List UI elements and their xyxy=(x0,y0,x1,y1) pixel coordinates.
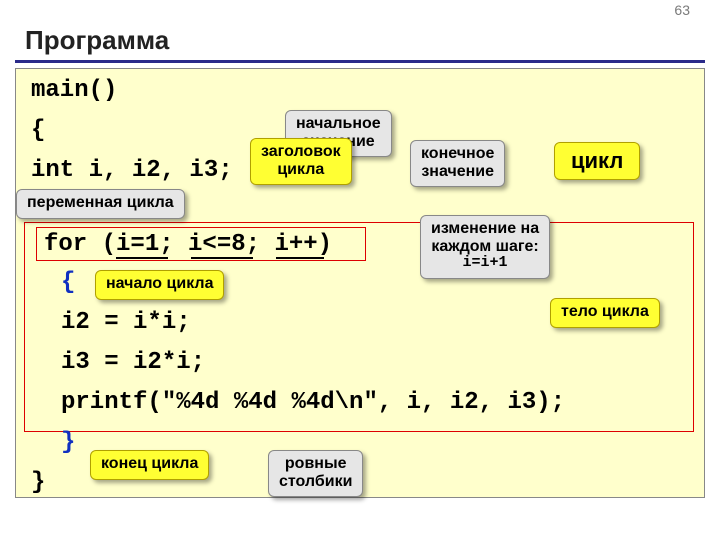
underline-init xyxy=(116,257,168,259)
code-brace-open-outer: { xyxy=(31,117,45,144)
callout-step: изменение на каждом шаге: i=i+1 xyxy=(420,215,550,279)
callout-final-value: конечное значение xyxy=(410,140,505,187)
code-body-3: printf("%4d %4d %4d\n", i, i2, i3); xyxy=(61,389,565,416)
code-decl: int i, i2, i3; xyxy=(31,157,233,184)
page-number: 63 xyxy=(674,2,690,18)
code-body-2: i3 = i2*i; xyxy=(61,349,205,376)
callout-step-line2: каждом шаге: xyxy=(431,238,538,255)
callout-loop-variable: переменная цикла xyxy=(16,189,185,219)
callout-step-line1: изменение на xyxy=(431,220,539,237)
callout-loop: цикл xyxy=(554,142,640,180)
page-title: Программа xyxy=(25,25,169,56)
code-main: main() xyxy=(31,77,117,104)
code-brace-open-inner: { xyxy=(61,269,75,296)
code-brace-close-outer: } xyxy=(31,469,45,496)
code-for: for (i=1; i<=8; i++) xyxy=(44,231,332,258)
code-body-1: i2 = i*i; xyxy=(61,309,191,336)
callout-begin: начало цикла xyxy=(95,270,224,300)
code-brace-close-inner: } xyxy=(61,429,75,456)
callout-end: конец цикла xyxy=(90,450,209,480)
callout-columns: ровные столбики xyxy=(268,450,363,497)
callout-loop-header: заголовок цикла xyxy=(250,138,352,185)
callout-body: тело цикла xyxy=(550,298,660,328)
title-underline xyxy=(15,60,705,63)
underline-cond xyxy=(191,257,253,259)
callout-step-sub: i=i+1 xyxy=(431,255,539,272)
underline-step xyxy=(276,257,324,259)
